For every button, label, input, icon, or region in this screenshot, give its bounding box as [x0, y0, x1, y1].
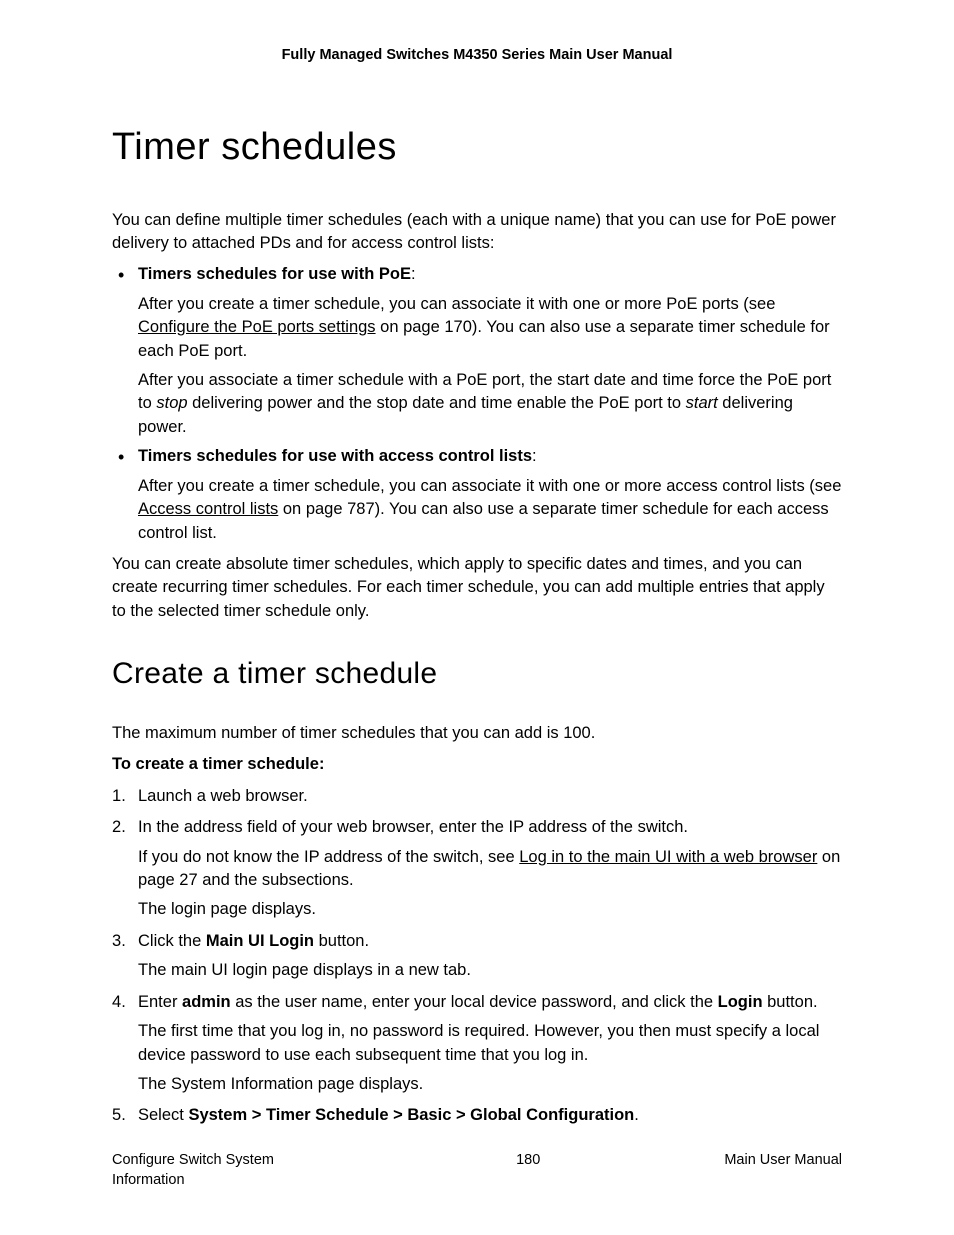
bold-main-ui-login: Main UI Login	[206, 932, 314, 950]
text: Select	[138, 1106, 188, 1124]
bold-admin: admin	[182, 993, 231, 1011]
section-title: Create a timer schedule	[112, 653, 842, 696]
bullet-poe-para1: After you create a timer schedule, you c…	[138, 293, 842, 363]
footer-page-number: 180	[516, 1150, 540, 1171]
step-2-sub2: The login page displays.	[138, 898, 842, 921]
text: button.	[314, 932, 369, 950]
intro-paragraph: You can define multiple timer schedules …	[112, 209, 842, 256]
bullet-acl-colon: :	[532, 447, 537, 465]
procedure-steps: Launch a web browser. In the address fie…	[112, 785, 842, 1128]
procedure-title: To create a timer schedule:	[112, 753, 842, 776]
bullet-poe-para2: After you associate a timer schedule wit…	[138, 369, 842, 439]
bold-nav-path: System > Timer Schedule > Basic > Global…	[188, 1106, 634, 1124]
page-footer: Configure Switch System Information 180 …	[112, 1150, 842, 1191]
bold-login: Login	[718, 993, 763, 1011]
step-5: Select System > Timer Schedule > Basic >…	[112, 1104, 842, 1127]
step-2: In the address field of your web browser…	[112, 816, 842, 922]
bullet-acl-para1: After you create a timer schedule, you c…	[138, 475, 842, 545]
section-intro: The maximum number of timer schedules th…	[112, 722, 842, 745]
footer-left: Configure Switch System Information	[112, 1150, 332, 1191]
bullet-acl-title: Timers schedules for use with access con…	[138, 447, 532, 465]
step-3: Click the Main UI Login button. The main…	[112, 930, 842, 983]
text: delivering power and the stop date and t…	[188, 394, 686, 412]
text: If you do not know the IP address of the…	[138, 848, 519, 866]
text: as the user name, enter your local devic…	[231, 993, 718, 1011]
page-title: Timer schedules	[112, 121, 842, 175]
step-4: Enter admin as the user name, enter your…	[112, 991, 842, 1097]
text: After you create a timer schedule, you c…	[138, 477, 841, 495]
step-4-sub1: The first time that you log in, no passw…	[138, 1020, 842, 1067]
step-3-sub: The main UI login page displays in a new…	[138, 959, 842, 982]
after-bullets-paragraph: You can create absolute timer schedules,…	[112, 553, 842, 623]
link-login-main-ui[interactable]: Log in to the main UI with a web browser	[519, 848, 817, 866]
italic-stop: stop	[156, 394, 187, 412]
step-2-text: In the address field of your web browser…	[138, 818, 688, 836]
italic-start: start	[686, 394, 718, 412]
bullet-poe-title: Timers schedules for use with PoE	[138, 265, 411, 283]
step-4-sub2: The System Information page displays.	[138, 1073, 842, 1096]
text: .	[634, 1106, 639, 1124]
text: Click the	[138, 932, 206, 950]
link-access-control-lists[interactable]: Access control lists	[138, 500, 278, 518]
feature-bullet-list: Timers schedules for use with PoE: After…	[112, 263, 842, 545]
text: Enter	[138, 993, 182, 1011]
step-1: Launch a web browser.	[112, 785, 842, 808]
step-1-text: Launch a web browser.	[138, 787, 308, 805]
bullet-poe-colon: :	[411, 265, 416, 283]
text: button.	[763, 993, 818, 1011]
step-2-sub1: If you do not know the IP address of the…	[138, 846, 842, 893]
bullet-acl: Timers schedules for use with access con…	[112, 445, 842, 545]
link-configure-poe-ports[interactable]: Configure the PoE ports settings	[138, 318, 376, 336]
footer-right: Main User Manual	[724, 1150, 842, 1171]
document-header: Fully Managed Switches M4350 Series Main…	[112, 45, 842, 66]
text: After you create a timer schedule, you c…	[138, 295, 775, 313]
bullet-poe: Timers schedules for use with PoE: After…	[112, 263, 842, 439]
